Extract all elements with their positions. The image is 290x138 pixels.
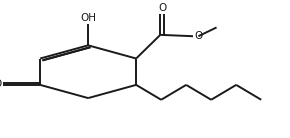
Text: O: O bbox=[194, 31, 202, 41]
Text: O: O bbox=[0, 79, 1, 89]
Text: OH: OH bbox=[80, 13, 96, 23]
Text: O: O bbox=[158, 3, 167, 13]
